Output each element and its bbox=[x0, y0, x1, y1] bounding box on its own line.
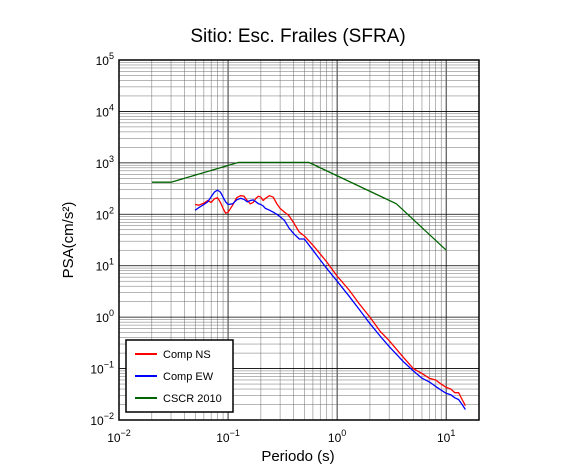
y-tick-label: 104 bbox=[96, 102, 114, 119]
y-tick-label: 103 bbox=[96, 154, 114, 171]
y-tick-label: 102 bbox=[96, 205, 114, 222]
x-tick-label: 101 bbox=[437, 428, 455, 445]
y-tick-label: 10−2 bbox=[90, 411, 114, 428]
chart-title: Sitio: Esc. Frailes (SFRA) bbox=[190, 26, 405, 47]
y-tick-label: 105 bbox=[96, 51, 114, 68]
x-tick-label: 10−2 bbox=[107, 428, 131, 445]
legend-label: Comp EW bbox=[163, 371, 214, 383]
y-tick-label: 101 bbox=[96, 257, 114, 274]
y-tick-label: 10−1 bbox=[90, 360, 114, 377]
series-layer bbox=[151, 161, 466, 410]
legend: Comp NS Comp EW CSCR 2010 bbox=[125, 339, 234, 413]
y-tick-labels: 10−2 10−1 100 101 102 103 104 105 bbox=[90, 51, 114, 428]
x-tick-label: 100 bbox=[328, 428, 346, 445]
legend-label: Comp NS bbox=[163, 349, 211, 361]
legend-label: CSCR 2010 bbox=[163, 393, 222, 405]
x-tick-labels: 10−2 10−1 100 101 bbox=[107, 428, 455, 445]
y-tick-label: 100 bbox=[96, 308, 114, 325]
y-axis-label: PSA(cm/s²) bbox=[60, 202, 77, 279]
series-line-2 bbox=[194, 189, 466, 410]
series-line-1 bbox=[195, 195, 466, 407]
plot-frame bbox=[118, 59, 480, 421]
series-line-3 bbox=[151, 161, 447, 251]
x-axis-label: Periodo (s) bbox=[261, 448, 334, 465]
x-tick-label: 10−1 bbox=[216, 428, 240, 445]
